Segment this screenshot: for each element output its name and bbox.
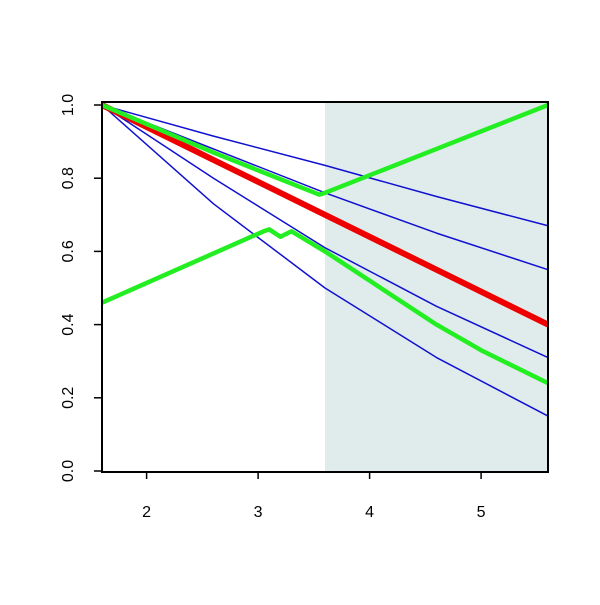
y-tick-label: 0.0 xyxy=(60,460,77,482)
y-tick-label: 1.0 xyxy=(60,94,77,116)
y-tick-label: 0.2 xyxy=(60,387,77,409)
line xyxy=(101,102,549,197)
x-tick-label: 3 xyxy=(254,504,263,521)
x-tick-label: 2 xyxy=(142,504,151,521)
x-tick-label: 5 xyxy=(477,504,486,521)
x-tick-label: 4 xyxy=(365,504,374,521)
line xyxy=(101,104,549,227)
line xyxy=(100,102,550,328)
y-tick-label: 0.4 xyxy=(60,313,77,335)
plot-frame xyxy=(101,101,549,473)
line xyxy=(101,104,549,417)
y-tick-label: 0.8 xyxy=(60,167,77,189)
line xyxy=(101,227,549,386)
y-tick-label: 0.6 xyxy=(60,240,77,262)
shaded-region xyxy=(325,102,548,472)
line xyxy=(101,104,549,359)
